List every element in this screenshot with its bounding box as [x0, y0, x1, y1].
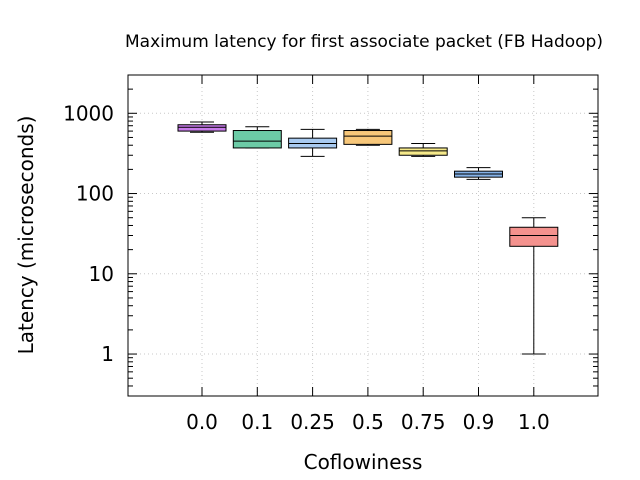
box-iqr [232, 130, 282, 149]
x-tick-label: 0.25 [290, 410, 335, 434]
x-tick-label: 0.0 [186, 410, 218, 434]
x-tick-label: 0.1 [241, 410, 273, 434]
boxes [177, 121, 559, 355]
x-tick-label: 0.5 [352, 410, 384, 434]
ticks [128, 74, 598, 397]
x-tick-label: 0.9 [463, 410, 495, 434]
x-tick-label: 1.0 [518, 410, 550, 434]
x-axis-label: Coflowiness [304, 450, 423, 474]
x-tick-label: 0.75 [401, 410, 446, 434]
y-tick-label: 1000 [63, 101, 114, 125]
box-iqr [177, 124, 227, 132]
y-tick-label: 1 [101, 342, 114, 366]
box-iqr [509, 226, 559, 247]
tick-labels: 1 10 100 1000 0.0 0.1 0.25 0.5 0.75 0.9 1.0 [63, 101, 550, 434]
y-tick-label: 100 [76, 182, 114, 206]
y-axis-label: Latency (microseconds) [14, 116, 38, 355]
box-iqr [398, 147, 448, 156]
y-tick-label: 10 [89, 262, 114, 286]
chart-title: Maximum latency for first associate pack… [125, 32, 603, 52]
box-iqr [343, 130, 393, 145]
